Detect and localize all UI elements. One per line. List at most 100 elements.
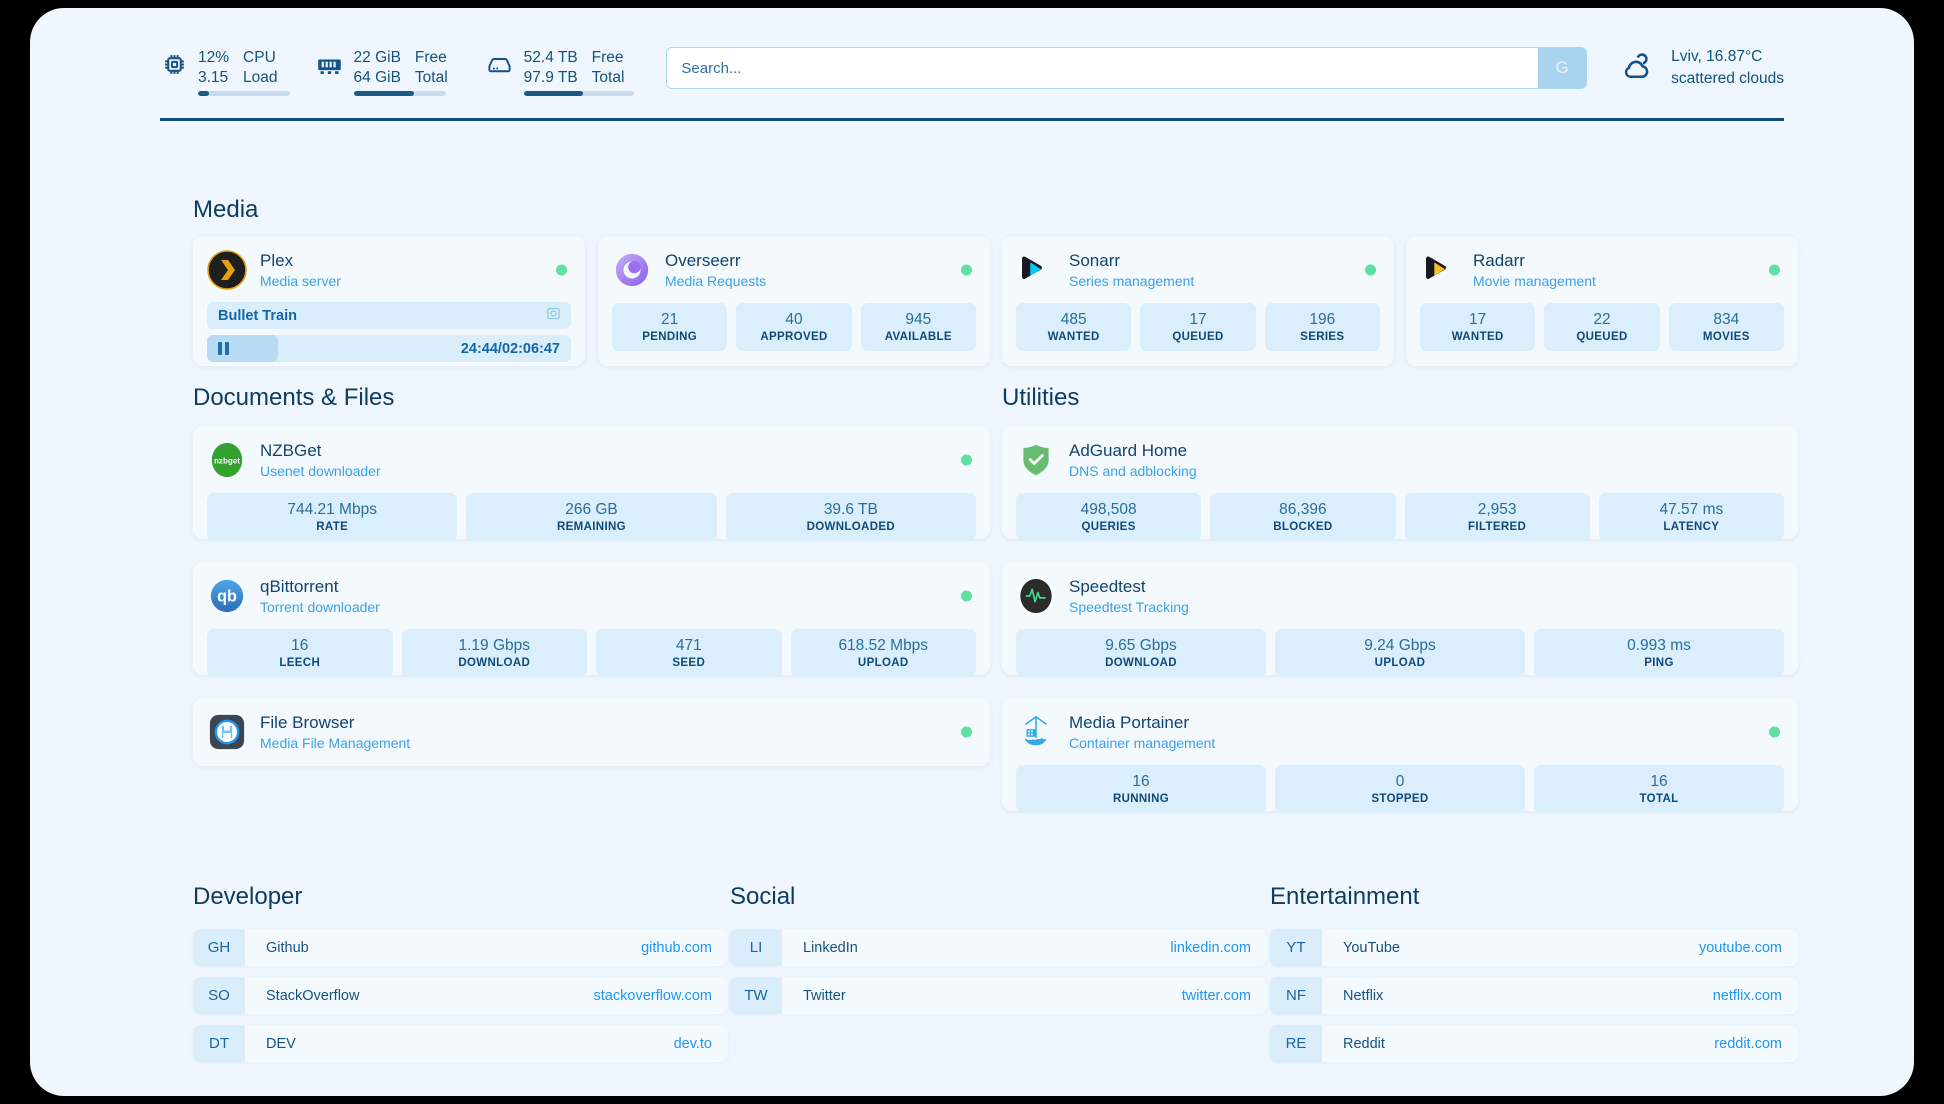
filebrowser-status-indicator [961,726,972,738]
cast-icon[interactable] [546,306,561,326]
stat-label: QUERIES [1081,521,1136,534]
stat-value: 834 [1713,311,1740,329]
stat-value: 47.57 ms [1659,501,1724,519]
stat-tile: 86,396 BLOCKED [1210,493,1396,542]
stat-tile: 39.6 TB DOWNLOADED [725,493,976,542]
memory-label-1: Free [414,48,447,66]
service-card-qbittorrent[interactable]: qb qBittorrent Torrent downloader 16 LEE… [193,562,990,678]
stat-label: AVAILABLE [884,331,952,344]
resource-memory: 22 GiB 64 GiB Free Total [316,48,448,97]
sonarr-name: Sonarr [1069,251,1121,270]
service-card-portainer[interactable]: Media Portainer Container management 16 … [1002,698,1798,814]
documents-section-title: Documents & Files [193,384,395,411]
scattered-clouds-icon [1619,51,1657,85]
stat-label: PING [1644,657,1674,670]
disk-icon [486,48,514,82]
speedtest-subtitle: Speedtest Tracking [1069,599,1189,616]
stat-value: 744.21 Mbps [287,501,377,519]
stat-label: APPROVED [760,331,828,344]
portainer-logo [1016,712,1056,752]
service-card-speedtest[interactable]: Speedtest Speedtest Tracking 9.65 Gbps D… [1002,562,1798,678]
search-engine-button[interactable]: G [1538,48,1587,88]
bookmark-item[interactable]: NF Netflix netflix.com [1270,977,1798,1014]
stat-label: UPLOAD [857,657,909,670]
disk-free-value: 52.4 TB [523,48,578,66]
resource-cpu: 12% 3.15 CPU Load [160,48,290,97]
stat-value: 16 [291,637,309,655]
stat-value: 618.52 Mbps [838,637,929,655]
bookmark-name: Github [266,939,309,956]
qbittorrent-card-header: qb qBittorrent Torrent downloader [207,576,976,616]
utilities-section-title: Utilities [1002,384,1080,411]
bookmark-item[interactable]: DT DEV dev.to [193,1025,728,1062]
search-box[interactable]: G [666,47,1588,89]
stat-tile: 9.24 Gbps UPLOAD [1275,629,1525,678]
weather-condition: scattered clouds [1671,70,1784,87]
stat-tile: 16 LEECH [207,629,393,678]
stat-label: WANTED [1451,331,1504,344]
stat-value: 9.24 Gbps [1364,637,1436,655]
stat-tile: 196 SERIES [1264,303,1380,352]
nzbget-status-indicator [961,454,972,466]
bookmark-group-social: Social LI LinkedIn linkedin.com TW Twitt… [730,883,1267,1025]
speedtest-stats: 9.65 Gbps DOWNLOAD 9.24 Gbps UPLOAD 0.99… [1016,629,1784,678]
stat-label: QUEUED [1172,331,1224,344]
stat-label: DOWNLOADED [806,521,896,534]
stat-value: 39.6 TB [823,501,878,519]
service-card-radarr[interactable]: Radarr Movie management 17 WANTED 22 QUE… [1406,236,1798,366]
bookmark-name: StackOverflow [266,987,360,1004]
bookmark-item[interactable]: GH Github github.com [193,929,728,966]
documents-section-title-wrap: Documents & Files [193,384,394,412]
nzbget-stats: 744.21 Mbps RATE 266 GB REMAINING 39.6 T… [207,493,976,542]
overseerr-card-header: Overseerr Media Requests [612,250,976,290]
bookmark-group-title: Social [730,883,796,910]
weather-widget: Lviv, 16.87°C scattered clouds [1619,46,1784,91]
stat-tile: 2,953 FILTERED [1404,493,1590,542]
stat-tile: 618.52 Mbps UPLOAD [790,629,976,678]
bookmark-item[interactable]: RE Reddit reddit.com [1270,1025,1798,1062]
plex-subtitle: Media server [260,273,341,290]
pause-icon[interactable] [218,342,229,356]
bookmark-abbr: NF [1270,977,1322,1014]
stat-tile: 22 QUEUED [1544,303,1660,352]
bookmark-item[interactable]: TW Twitter twitter.com [730,977,1267,1014]
bookmark-item[interactable]: YT YouTube youtube.com [1270,929,1798,966]
service-card-plex[interactable]: Plex Media server Bullet Train 24:44/02:… [193,236,585,366]
service-card-adguard[interactable]: AdGuard Home DNS and adblocking 498,508 … [1002,426,1798,542]
stat-tile: 0 STOPPED [1275,765,1525,814]
qbittorrent-name: qBittorrent [260,577,339,596]
stat-tile: 17 QUEUED [1140,303,1256,352]
sonarr-logo [1016,250,1056,290]
stat-value: 22 [1593,311,1611,329]
radarr-logo [1420,250,1460,290]
cpu-load-value: 3.15 [198,69,229,86]
stat-value: 40 [785,311,803,329]
service-card-sonarr[interactable]: Sonarr Series management 485 WANTED 17 Q… [1002,236,1394,366]
bookmark-abbr: RE [1270,1025,1322,1062]
radarr-status-indicator [1769,264,1780,276]
plex-progress-bar[interactable]: 24:44/02:06:47 [207,335,571,363]
service-card-nzbget[interactable]: nzbget NZBGet Usenet downloader 744.21 M… [193,426,990,542]
bookmark-item[interactable]: SO StackOverflow stackoverflow.com [193,977,728,1014]
search-input[interactable] [667,48,1539,88]
service-card-filebrowser[interactable]: File Browser Media File Management [193,698,990,766]
stat-tile: 16 TOTAL [1534,765,1784,814]
portainer-subtitle: Container management [1069,735,1216,752]
stat-value: 86,396 [1279,501,1327,519]
bookmark-item[interactable]: LI LinkedIn linkedin.com [730,929,1267,966]
plex-name: Plex [260,251,294,270]
service-card-overseerr[interactable]: Overseerr Media Requests 21 PENDING 40 A… [598,236,990,366]
bookmark-name: Netflix [1343,987,1384,1004]
bookmark-url: netflix.com [1712,987,1782,1004]
bookmark-group-title: Developer [193,883,303,910]
media-section-title-wrap: Media [193,196,258,224]
bookmark-group-entertainment: Entertainment YT YouTube youtube.com NF … [1270,883,1798,1073]
memory-usage-bar [353,91,446,97]
overseerr-logo [612,250,652,290]
bookmark-url: reddit.com [1714,1035,1782,1052]
disk-usage-bar [523,91,634,97]
sonarr-subtitle: Series management [1069,273,1195,290]
bookmark-url: twitter.com [1181,987,1251,1004]
stat-value: 0 [1395,773,1405,791]
filebrowser-name: File Browser [260,713,355,732]
